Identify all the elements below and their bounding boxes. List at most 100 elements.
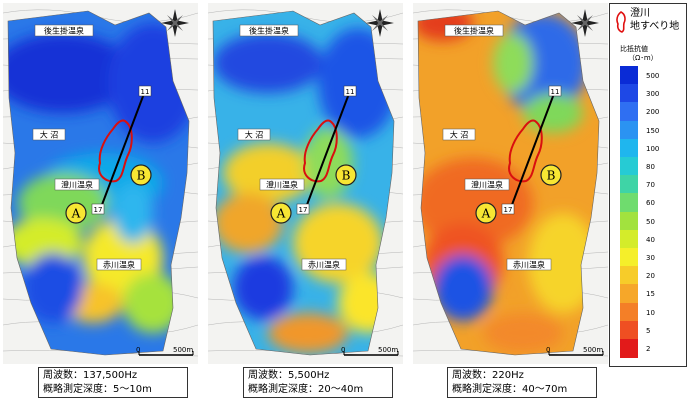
point-a-circle [475, 202, 497, 224]
map-panel-high-frequency: 後生掛温泉大 沼澄川温泉 赤川温泉 17 11 A B 0 500m [3, 3, 198, 364]
landslide-outline-icon [616, 11, 626, 33]
label-sumikawa-onsen: 澄川温泉 [266, 180, 298, 190]
legend-swatch [620, 102, 638, 122]
point-b-circle [540, 164, 562, 186]
label-akagawa-onsen: 赤川温泉 [308, 260, 340, 270]
point-b-circle [130, 164, 152, 186]
legend-value: 50 [646, 217, 655, 226]
legend-swatch [620, 339, 638, 358]
north-arrow-icon [571, 9, 599, 37]
resistivity-overlay [8, 11, 189, 355]
legend-swatch [620, 120, 638, 140]
label-onuma-box [237, 128, 271, 141]
legend-swatch [620, 211, 638, 231]
legend-resistivity-label: 比抵抗値 [620, 45, 648, 53]
survey-boundary [212, 10, 395, 356]
label-onuma: 大 沼 [40, 130, 59, 140]
legend-title-line1: 澄川 [630, 8, 650, 19]
legend-value: 5 [646, 326, 651, 335]
scale-end-label: 500m [378, 346, 398, 354]
label-goshogake-onsen: 後生掛温泉 [249, 26, 289, 36]
survey-line-end: 11 [551, 88, 560, 96]
caption-depth: 概略測定深度：5～10m [43, 384, 152, 395]
legend-value: 10 [646, 308, 655, 317]
resistivity-zone [293, 203, 383, 283]
north-arrow-icon [366, 9, 394, 37]
legend-swatch [620, 157, 638, 176]
label-goshogake-onsen-box [239, 24, 299, 37]
resistivity-zone [8, 33, 133, 113]
resistivity-zone [268, 313, 348, 353]
point-b-circle [335, 164, 357, 186]
legend-value: 30 [646, 254, 655, 262]
legend-value: 300 [646, 90, 660, 99]
survey-boundary [417, 10, 600, 356]
survey-line-start: 17 [504, 206, 513, 214]
resistivity-legend: 澄川 地すべり地 比抵抗値 （Ω･m） 500 300 200 150 100 80 70 6… [609, 3, 687, 367]
legend-title-line2: 地すべり地 [630, 21, 680, 32]
legend-value: 70 [646, 181, 655, 190]
resistivity-zone [213, 33, 323, 93]
survey-line-start-box [501, 203, 515, 215]
label-sumikawa-onsen-box [259, 178, 305, 191]
survey-line-end: 11 [141, 88, 150, 96]
resistivity-zone [23, 253, 83, 323]
map-panel-mid-frequency: 後生掛温泉大 沼澄川温泉 赤川温泉 17 11 A B 0 500m [208, 3, 403, 364]
legend-swatch [620, 320, 638, 340]
legend-value: 60 [646, 199, 655, 208]
point-a: A [481, 207, 491, 221]
point-a: A [71, 207, 81, 221]
survey-boundary [7, 10, 190, 356]
survey-line [509, 90, 556, 211]
legend-value: 40 [646, 235, 655, 244]
legend-swatch [620, 175, 638, 194]
survey-line-end-box [343, 85, 357, 97]
scale-end-label: 500m [583, 346, 603, 354]
survey-line-start: 17 [299, 206, 308, 214]
legend-value: 80 [646, 163, 655, 171]
label-goshogake-onsen: 後生掛温泉 [44, 26, 84, 36]
legend-value: 500 [646, 72, 660, 80]
legend-value: 2 [646, 345, 651, 353]
label-akagawa-onsen-box [506, 258, 552, 271]
legend-swatch [620, 229, 638, 249]
landslide-outline [303, 119, 338, 183]
scale-end-label: 500m [173, 346, 193, 354]
label-sumikawa-onsen: 澄川温泉 [471, 180, 503, 190]
label-goshogake-onsen: 後生掛温泉 [454, 26, 494, 36]
legend-value: 200 [646, 108, 660, 117]
label-onuma: 大 沼 [450, 130, 469, 140]
caption-depth: 概略測定深度：20～40m [248, 384, 364, 395]
scale-start-label: 0 [341, 346, 345, 354]
legend-value: 100 [646, 144, 660, 153]
caption-mid-frequency: 周波数：5,500Hz 概略測定深度：20～40m [243, 367, 393, 398]
label-akagawa-onsen-box [96, 258, 142, 271]
resistivity-zone [493, 33, 533, 93]
point-a-circle [270, 202, 292, 224]
legend-unit: （Ω･m） [628, 54, 658, 62]
point-b: B [137, 169, 146, 183]
survey-line-end: 11 [346, 88, 355, 96]
label-onuma: 大 沼 [245, 130, 264, 140]
survey-line [99, 90, 146, 211]
resistivity-zone [223, 143, 313, 203]
label-onuma-box [32, 128, 66, 141]
legend-swatch [620, 284, 638, 304]
resistivity-zone [433, 255, 493, 321]
resistivity-zone [113, 183, 153, 243]
label-goshogake-onsen-box [34, 24, 94, 37]
legend-swatch [620, 248, 638, 267]
resistivity-overlay [213, 11, 394, 355]
label-akagawa-onsen-box [301, 258, 347, 271]
resistivity-zone [213, 193, 283, 253]
survey-line-start-box [296, 203, 310, 215]
caption-frequency: 周波数：5,500Hz [248, 370, 330, 381]
legend-swatch [620, 266, 638, 285]
survey-line-end-box [138, 85, 152, 97]
caption-low-frequency: 周波数：220Hz 概略測定深度：40～70m [447, 367, 597, 398]
legend-swatch [620, 138, 638, 158]
legend-swatch [620, 84, 638, 103]
map-panel-low-frequency: 後生掛温泉大 沼澄川温泉 赤川温泉 17 11 A B 0 500m [413, 3, 608, 364]
